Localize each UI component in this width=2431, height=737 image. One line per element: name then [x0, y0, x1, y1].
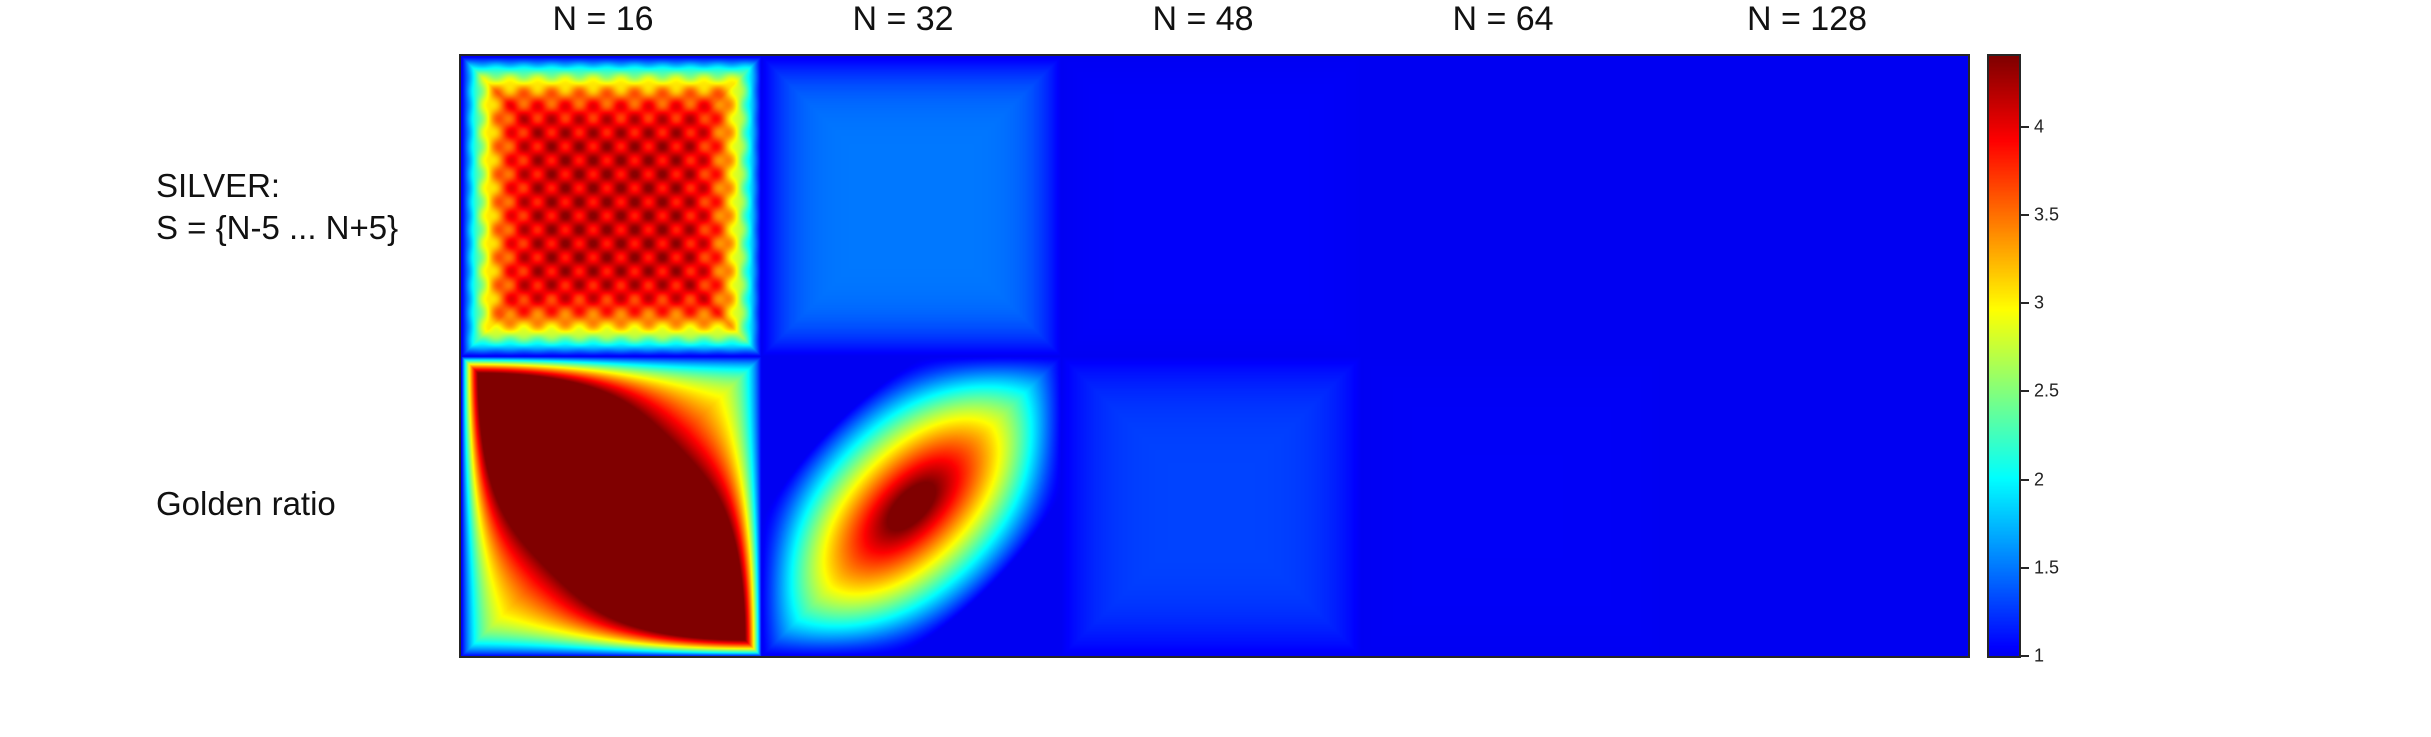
column-title-n128: N = 128 [1746, 0, 1868, 38]
colorbar-tick-label: 4 [2034, 116, 2045, 137]
colorbar [1987, 54, 2021, 658]
colorbar-tick-label: 1.5 [2034, 557, 2060, 578]
colorbar-tick-label: 3.5 [2034, 204, 2060, 225]
row-label-silver-line1: SILVER: [156, 167, 281, 204]
colorbar-tick [2021, 390, 2029, 393]
colorbar-tick [2021, 125, 2029, 128]
colorbar-tick [2021, 213, 2029, 216]
column-title-n16: N = 16 [552, 0, 654, 38]
column-title-n48: N = 48 [1152, 0, 1254, 38]
colorbar-tick-label: 3 [2034, 292, 2045, 313]
heatmap-panel-grid [459, 54, 1970, 658]
colorbar-tick-label: 1 [2034, 645, 2045, 666]
row-label-golden-line1: Golden ratio [156, 485, 336, 522]
column-title-n64: N = 64 [1452, 0, 1554, 38]
heatmap-canvas [461, 56, 1968, 656]
row-label-golden-ratio: Golden ratio [156, 483, 336, 525]
colorbar-tick [2021, 566, 2029, 569]
colorbar-tick-label: 2.5 [2034, 380, 2060, 401]
colorbar-tick [2021, 478, 2029, 481]
column-title-n32: N = 32 [852, 0, 954, 38]
colorbar-tick [2021, 655, 2029, 657]
colorbar-tick [2021, 302, 2029, 305]
row-label-silver-line2: S = {N-5 ... N+5} [156, 209, 399, 246]
colorbar-tick-label: 2 [2034, 469, 2045, 490]
row-label-silver: SILVER: S = {N-5 ... N+5} [156, 165, 398, 249]
